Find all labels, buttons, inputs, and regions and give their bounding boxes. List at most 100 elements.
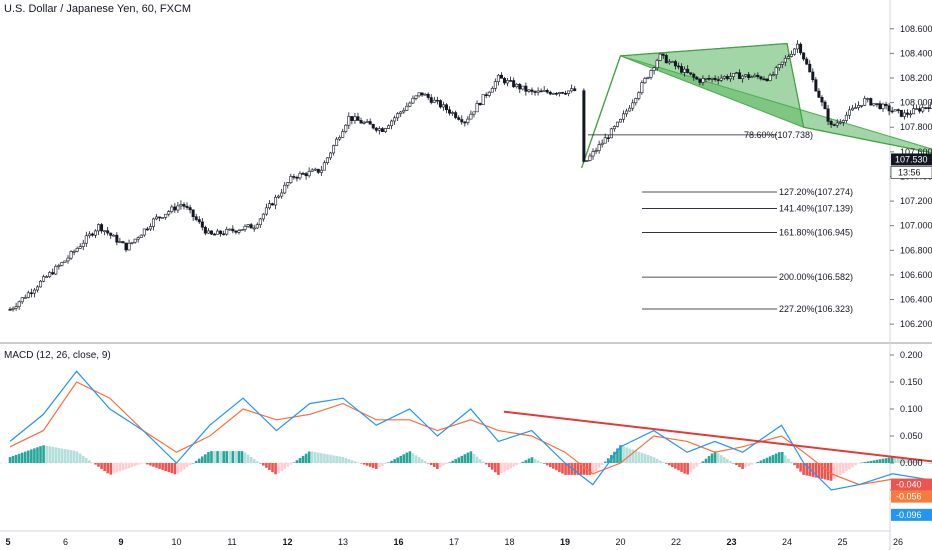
fib-level-label: 200.00%(106.582) [779, 272, 853, 282]
histogram-bar [506, 463, 509, 470]
candle-body [130, 241, 134, 244]
histogram-bar [191, 463, 195, 464]
histogram-bar [768, 456, 772, 463]
histogram-bar [17, 453, 21, 463]
candle-body [588, 155, 592, 161]
fib-level-label: 161.80%(106.945) [779, 227, 853, 237]
time-tick-label: 19 [560, 537, 570, 547]
histogram-bar [780, 452, 784, 463]
histogram-bar [265, 463, 268, 468]
histogram-bar [759, 460, 763, 463]
time-tick-label: 13 [338, 537, 348, 547]
histogram-bar [387, 462, 390, 463]
histogram-bar [249, 456, 253, 463]
candle-body [539, 90, 543, 93]
candle-body [802, 52, 806, 60]
histogram-bar [414, 455, 418, 463]
candle-body [93, 230, 97, 236]
histogram-bar [872, 460, 876, 463]
candle-body [466, 118, 470, 123]
histogram-bar [417, 457, 421, 463]
candle-body [51, 272, 55, 275]
candle-body [435, 99, 439, 102]
candle-body [716, 79, 720, 81]
candle-body [606, 137, 610, 140]
histogram-bar [124, 463, 128, 470]
candle-body [136, 237, 140, 240]
candle-body [899, 109, 903, 117]
candle-body [216, 230, 220, 235]
candlestick-series [8, 40, 932, 312]
histogram-bar [289, 463, 293, 465]
histogram-bar [625, 447, 628, 463]
candle-body [179, 204, 183, 207]
histogram-bar [613, 451, 616, 463]
candle-body [908, 113, 912, 116]
candle-body [448, 109, 452, 114]
candle-body [683, 68, 687, 73]
candle-body [493, 81, 497, 89]
candle-body [509, 80, 513, 82]
histogram-bar [756, 461, 760, 463]
candle-body [57, 265, 61, 267]
histogram-bar [689, 463, 693, 472]
histogram-bar [204, 454, 207, 463]
histogram-bar [219, 451, 222, 463]
candle-body [695, 76, 699, 80]
candle-body [557, 92, 561, 94]
histogram-bar [252, 459, 256, 463]
histogram-bar [304, 453, 308, 463]
histogram-bar [445, 463, 448, 465]
histogram-bar [845, 463, 848, 472]
candle-body [817, 90, 821, 98]
histogram-bar [668, 463, 671, 466]
candle-body [670, 61, 674, 63]
pattern-xa-line[interactable] [581, 55, 622, 169]
candle-body [307, 171, 311, 177]
histogram-bar [353, 461, 357, 463]
candle-body [63, 260, 67, 263]
candle-body [396, 113, 400, 119]
candle-body [219, 230, 223, 235]
histogram-bar [85, 458, 88, 463]
candle-body [625, 110, 629, 115]
candle-body [185, 205, 189, 208]
candle-body [814, 79, 818, 92]
candle-body [445, 104, 449, 111]
candle-body [786, 56, 790, 59]
macd-value-tag [891, 508, 932, 521]
candle-body [148, 226, 152, 230]
histogram-bar [112, 463, 116, 474]
histogram-bar [317, 452, 320, 463]
candle-body [808, 63, 812, 73]
histogram-bar [646, 454, 650, 463]
candle-body [771, 74, 775, 77]
histogram-bar [14, 454, 18, 463]
histogram-bar [460, 455, 464, 463]
histogram-bar [765, 457, 769, 463]
candle-body [301, 173, 305, 175]
candle-body [399, 111, 403, 114]
candle-body [689, 72, 693, 75]
candle-body [161, 217, 165, 219]
histogram-bar [701, 461, 705, 463]
fib-levels[interactable]: 78.60%(107.738) 127.20%(107.274) 141.40%(1… [588, 130, 853, 314]
candle-body [237, 230, 241, 233]
histogram-bar [707, 456, 711, 463]
histogram-bar [118, 463, 122, 472]
macd-trendline[interactable] [503, 410, 932, 469]
candle-body [838, 121, 842, 124]
candle-body [280, 192, 284, 197]
candle-body [289, 176, 293, 183]
candle-body [20, 297, 24, 303]
candle-body [738, 72, 742, 80]
histogram-bar [793, 463, 796, 466]
candle-body [780, 61, 784, 65]
candle-body [170, 206, 174, 212]
candle-body [701, 78, 705, 83]
histogram-bar [466, 452, 470, 463]
candle-body [811, 71, 815, 81]
candle-body [628, 107, 632, 112]
time-tick-label: 20 [615, 537, 625, 547]
